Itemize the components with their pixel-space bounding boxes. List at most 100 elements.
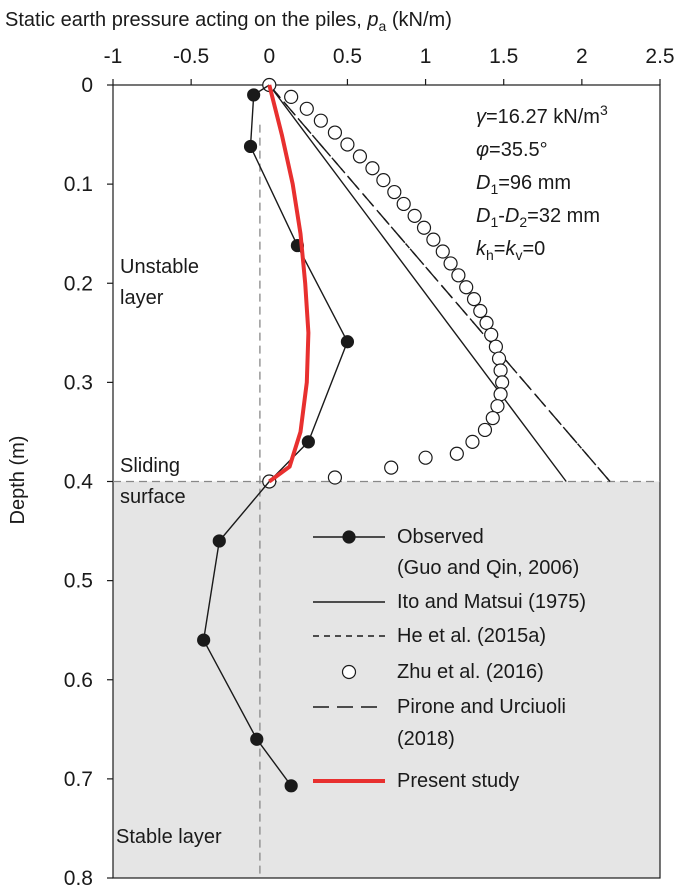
parameter-box: γ=16.27 kN/m3 φ=35.5° D1=96 mm D1-D2=32 …: [476, 102, 608, 263]
param-k-sym1: k: [476, 238, 487, 260]
data-point: [493, 363, 508, 378]
x-tick-label: -1: [104, 45, 123, 68]
y-tick-label: 0: [81, 74, 93, 97]
param-gamma-sym: γ: [476, 106, 487, 128]
data-point: [340, 335, 355, 349]
y-tick-label: 0.1: [64, 173, 93, 196]
series-ito-and-matsui-1975-: [268, 84, 567, 482]
data-point: [407, 208, 422, 223]
legend-label-line2: (2018): [397, 728, 455, 750]
x-tick-label: 2: [576, 45, 588, 68]
param-gamma-val: =16.27 kN/m: [486, 106, 600, 128]
legend-label: He et al. (2015a): [397, 625, 546, 647]
param-d1-sub: 1: [490, 181, 498, 197]
param-d1-sym: D: [476, 172, 490, 194]
y-tick-label: 0.7: [64, 768, 93, 791]
y-tick-label: 0.4: [64, 471, 94, 494]
series-zhu-et-al-2016-: [262, 77, 510, 489]
data-point: [485, 410, 500, 426]
data-point: [479, 315, 494, 330]
legend-label: Present study: [397, 770, 519, 792]
x-tick-label: 1.5: [489, 45, 518, 68]
series-line: [268, 84, 567, 482]
data-point: [488, 339, 503, 354]
data-point: [459, 280, 474, 295]
data-point: [247, 88, 261, 102]
param-d1d2: D1-D2=32 mm: [476, 205, 600, 230]
legend-swatch-marker: [342, 530, 356, 544]
data-point: [416, 220, 432, 235]
data-point: [327, 470, 343, 485]
y-tick-label: 0.6: [64, 669, 93, 692]
param-k-sub2: v: [515, 247, 522, 263]
data-point: [327, 125, 343, 140]
data-point: [384, 460, 399, 475]
data-point: [449, 446, 464, 461]
data-point: [418, 450, 433, 465]
data-point: [435, 244, 450, 259]
legend-item: Observed (Guo and Qin, 2006): [313, 526, 579, 579]
series-line: [268, 84, 611, 482]
x-axis-title-unit: (kN/m): [386, 9, 452, 31]
y-tick-label: 0.5: [64, 570, 93, 593]
legend-label: Pirone and Urciuoli: [397, 696, 566, 718]
legend-item: Pirone and Urciuoli (2018): [313, 696, 566, 750]
param-d1d2-sym2: D: [505, 205, 519, 227]
param-k-sub1: h: [486, 247, 494, 263]
unstable-layer-label-2: layer: [120, 287, 164, 309]
data-point: [243, 139, 258, 154]
data-point: [340, 137, 355, 152]
data-point: [477, 422, 493, 438]
x-tick-label: 0: [263, 45, 275, 68]
data-point: [301, 435, 315, 449]
data-point: [473, 303, 488, 319]
data-point: [376, 173, 391, 188]
x-axis-title-sub: a: [379, 18, 387, 34]
data-point: [299, 101, 314, 116]
sliding-surface-label-2: surface: [120, 486, 186, 508]
x-axis-title-prefix: Static earth pressure acting on the pile…: [5, 9, 367, 31]
data-point: [284, 779, 298, 793]
legend-item: Present study: [313, 770, 519, 792]
y-tick-label: 0.8: [64, 867, 93, 886]
data-point: [490, 399, 505, 414]
data-point: [493, 387, 508, 402]
data-point: [212, 534, 226, 548]
series-layer: [197, 77, 611, 793]
data-point: [284, 89, 299, 104]
param-phi-val: =35.5°: [489, 139, 548, 161]
series-pirone-and-urciuoli: [268, 84, 611, 482]
legend-label: Observed: [397, 526, 484, 548]
param-gamma: γ=16.27 kN/m3: [476, 102, 608, 128]
x-tick-label: 2.5: [645, 45, 674, 68]
legend-label-line2: (Guo and Qin, 2006): [397, 557, 579, 579]
stable-layer-label: Stable layer: [116, 826, 222, 848]
param-phi: φ=35.5°: [476, 139, 548, 161]
data-point: [313, 113, 328, 128]
y-tick-label: 0.2: [64, 272, 93, 295]
x-tick-label: 1: [420, 45, 432, 68]
data-point: [495, 375, 510, 390]
param-d1d2-mid: -: [498, 205, 505, 227]
x-axis-ticks: -1 -0.5 0 0.5 1 1.5 2 2.5: [104, 45, 675, 85]
legend-swatch-marker: [341, 664, 357, 680]
data-point: [465, 434, 480, 449]
legend-label: Ito and Matsui (1975): [397, 591, 586, 613]
param-k-val: =0: [522, 238, 545, 260]
stable-layer-region: [113, 481, 660, 878]
legend-item: Ito and Matsui (1975): [313, 591, 586, 613]
data-point: [396, 196, 411, 212]
param-d1d2-sub1: 1: [490, 214, 498, 230]
series-present-study: [267, 84, 311, 484]
unstable-layer-label-1: Unstable: [120, 256, 199, 278]
data-point: [426, 232, 441, 247]
data-point: [466, 292, 482, 307]
param-gamma-sup: 3: [600, 102, 608, 118]
param-d1: D1=96 mm: [476, 172, 571, 197]
param-d1d2-sym1: D: [476, 205, 490, 227]
series-line: [202, 84, 349, 787]
data-point: [365, 161, 380, 176]
param-d1d2-val: =32 mm: [527, 205, 600, 227]
data-point: [250, 732, 264, 746]
